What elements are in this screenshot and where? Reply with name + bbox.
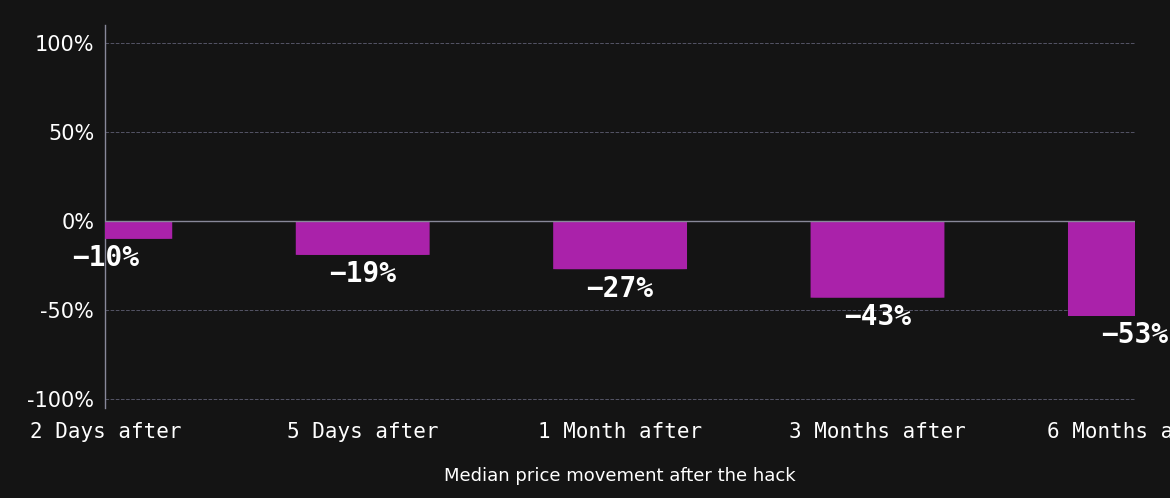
Text: −19%: −19% — [329, 260, 397, 288]
FancyBboxPatch shape — [811, 221, 944, 298]
Text: −27%: −27% — [586, 274, 654, 303]
Text: −10%: −10% — [71, 245, 139, 272]
Text: −43%: −43% — [844, 303, 911, 331]
FancyBboxPatch shape — [553, 221, 687, 269]
FancyBboxPatch shape — [296, 221, 429, 255]
FancyBboxPatch shape — [1068, 221, 1170, 316]
FancyBboxPatch shape — [39, 221, 172, 239]
X-axis label: Median price movement after the hack: Median price movement after the hack — [445, 467, 796, 485]
Text: −53%: −53% — [1101, 321, 1169, 349]
